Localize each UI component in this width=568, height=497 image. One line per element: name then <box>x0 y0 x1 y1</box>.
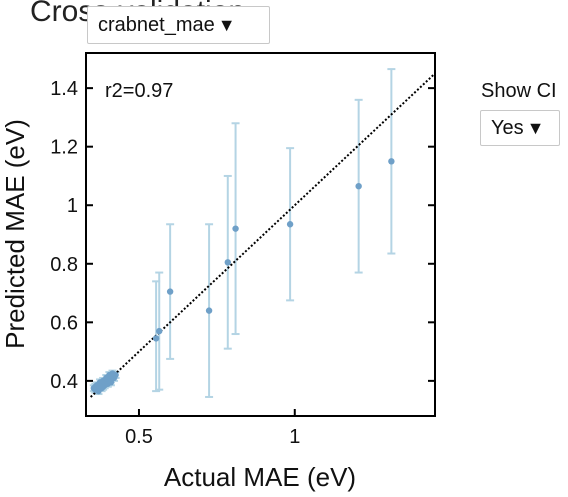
y-tick-label: 1 <box>67 195 78 217</box>
data-points <box>90 158 395 395</box>
parity-line <box>89 72 436 398</box>
show-ci-label: Show CI <box>481 80 557 102</box>
data-point <box>109 370 116 377</box>
caret-down-icon: ▼ <box>526 118 545 138</box>
data-point <box>166 288 174 295</box>
data-point <box>107 379 115 386</box>
data-point <box>152 335 160 342</box>
x-axis-label: Actual MAE (eV) <box>164 462 356 492</box>
y-tick-label: 0.4 <box>50 371 78 393</box>
caret-down-icon: ▼ <box>217 15 236 35</box>
data-point <box>286 221 294 228</box>
y-axis-label: Predicted MAE (eV) <box>0 119 30 349</box>
show-ci-dropdown[interactable]: Yes ▼ <box>480 110 560 146</box>
y-tick-label: 0.6 <box>50 312 78 334</box>
metric-dropdown-value: crabnet_mae <box>98 14 215 36</box>
metric-dropdown[interactable]: crabnet_mae ▼ <box>87 6 270 44</box>
data-point <box>224 259 231 266</box>
data-point <box>232 225 239 232</box>
x-tick-label: 0.5 <box>125 426 153 448</box>
y-tick-label: 1.4 <box>50 78 78 100</box>
data-point <box>156 327 163 335</box>
data-point <box>92 383 99 390</box>
data-point <box>355 182 362 190</box>
data-point <box>388 158 395 165</box>
plot-frame <box>85 52 436 417</box>
x-tick-label: 1 <box>289 426 300 448</box>
y-tick-label: 1.2 <box>50 137 78 159</box>
y-tick-label: 0.8 <box>50 254 78 276</box>
x-axis-ticks: 0.5 1 <box>125 409 300 448</box>
show-ci-dropdown-value: Yes <box>491 117 524 139</box>
y-axis-ticks: 0.4 0.6 0.8 1 1.2 1.4 <box>50 78 435 393</box>
error-bars <box>89 68 396 398</box>
r2-annotation: r2=0.97 <box>105 80 173 102</box>
data-point <box>205 307 213 314</box>
